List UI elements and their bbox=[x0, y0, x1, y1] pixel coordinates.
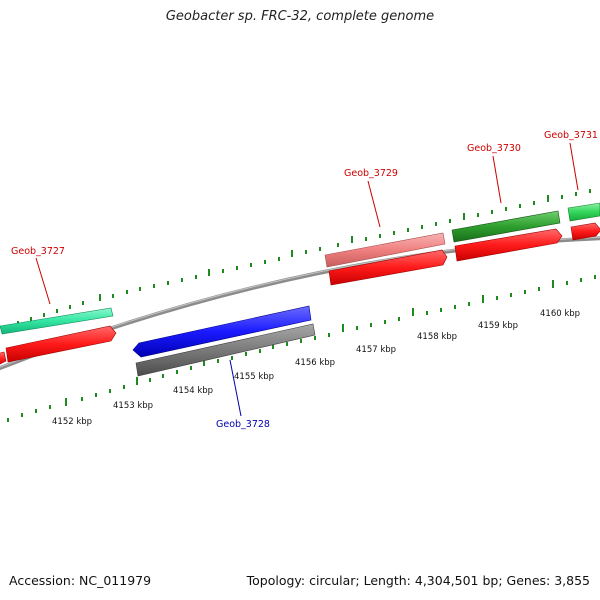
gene-label-geob-3728[interactable]: Geob_3728 bbox=[216, 419, 270, 430]
scale-labels: 4152 kbp 4153 kbp 4154 kbp 4155 kbp 4156… bbox=[52, 309, 580, 427]
genome-backbone bbox=[0, 236, 600, 371]
scale-label: 4157 kbp bbox=[356, 345, 396, 355]
gene-track-bar bbox=[135, 323, 316, 377]
scale-label: 4160 kbp bbox=[540, 309, 580, 319]
gene-label-geob-3730[interactable]: Geob_3730 bbox=[467, 143, 521, 154]
gene-track-bar bbox=[0, 307, 114, 335]
cds-forward-arrow-edge bbox=[0, 351, 7, 365]
gene-track-bar bbox=[324, 232, 446, 268]
cds-forward-arrow bbox=[454, 228, 563, 262]
cds-forward-arrow bbox=[328, 249, 448, 286]
leader-geob-3728 bbox=[229, 359, 242, 417]
leader-geob-3729 bbox=[367, 180, 381, 228]
genome-summary: Topology: circular; Length: 4,304,501 bp… bbox=[246, 573, 590, 588]
scale-label: 4155 kbp bbox=[234, 372, 274, 382]
scale-label: 4159 kbp bbox=[478, 321, 518, 331]
accession-text: Accession: NC_011979 bbox=[9, 573, 152, 588]
gene-label-geob-3727[interactable]: Geob_3727 bbox=[11, 246, 65, 257]
outer-tick-ring bbox=[4, 189, 591, 329]
scale-label: 4152 kbp bbox=[52, 417, 92, 427]
cds-reverse-arrow bbox=[132, 305, 312, 358]
gene-track-bar bbox=[567, 202, 600, 222]
gene-geob-3728[interactable] bbox=[132, 305, 316, 377]
cds-forward-arrow bbox=[5, 325, 117, 363]
gene-label-geob-3729[interactable]: Geob_3729 bbox=[344, 168, 398, 179]
gene-label-geob-3731[interactable]: Geob_3731 bbox=[544, 130, 598, 141]
scale-label: 4153 kbp bbox=[113, 401, 153, 411]
gene-track-bar bbox=[451, 210, 561, 243]
gene-geob-3730[interactable] bbox=[451, 210, 563, 262]
inner-tick-ring bbox=[7, 275, 596, 422]
gene-geob-3731[interactable] bbox=[567, 202, 600, 241]
scale-label: 4156 kbp bbox=[295, 358, 335, 368]
cds-forward-arrow bbox=[570, 222, 600, 241]
scale-label: 4154 kbp bbox=[173, 386, 213, 396]
gene-geob-3729[interactable] bbox=[324, 232, 448, 286]
genome-backbone-highlight bbox=[0, 236, 600, 368]
gene-geob-3727[interactable] bbox=[0, 307, 117, 363]
gene-label-leaders bbox=[35, 142, 579, 417]
leader-geob-3731 bbox=[569, 142, 579, 191]
leader-geob-3727 bbox=[35, 257, 51, 305]
leader-geob-3730 bbox=[492, 155, 502, 204]
scale-label: 4158 kbp bbox=[417, 332, 457, 342]
map-title: Geobacter sp. FRC-32, complete genome bbox=[165, 9, 435, 24]
